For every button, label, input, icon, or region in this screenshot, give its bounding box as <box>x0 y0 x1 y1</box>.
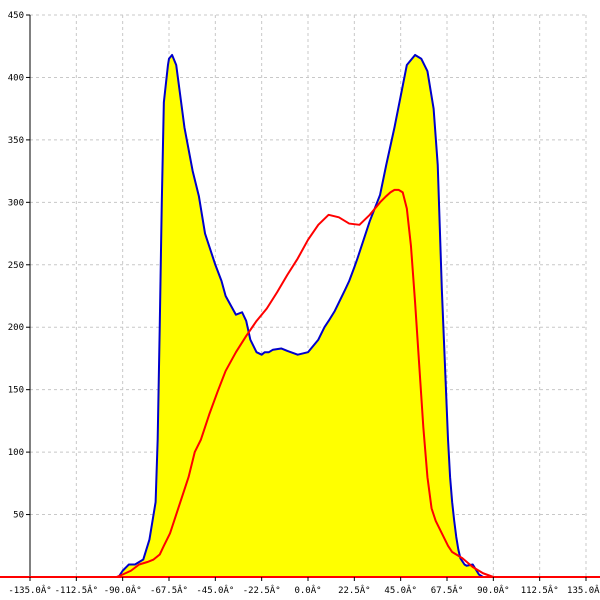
y-tick-label: 450 <box>8 11 24 21</box>
y-tick-label: 150 <box>8 386 24 396</box>
y-tick-label: 200 <box>8 323 24 333</box>
x-tick-label: 135.0Â° <box>567 584 600 596</box>
x-tick-label: -112.5Â° <box>55 584 98 596</box>
y-tick-label: 50 <box>13 511 24 521</box>
tick-marks <box>26 14 587 581</box>
x-tick-label: 112.5Â° <box>521 584 559 596</box>
x-tick-label: 0.0Â° <box>294 584 321 596</box>
y-tick-label: 300 <box>8 198 24 208</box>
series-1-line <box>30 188 586 578</box>
y-tick-label: 250 <box>8 261 24 271</box>
tick-labels: -135.0Â° -112.5Â° -90.0Â° -67.5Â° -45.0Â° -22… <box>8 11 600 596</box>
axes <box>0 15 600 578</box>
series-0-line <box>30 53 586 578</box>
x-tick-label: 67.5Â° <box>431 584 464 596</box>
x-tick-label: -22.5Â° <box>243 584 281 596</box>
y-tick-label: 100 <box>8 448 24 458</box>
x-tick-label: -135.0Â° <box>8 584 51 596</box>
x-tick-label: 22.5Â° <box>338 584 371 596</box>
series-0-area <box>30 54 586 577</box>
y-tick-label: 400 <box>8 73 24 83</box>
x-tick-label: -67.5Â° <box>150 584 188 596</box>
x-tick-label: 45.0Â° <box>384 584 417 596</box>
x-tick-label: 90.0Â° <box>477 584 510 596</box>
x-tick-label: -90.0Â° <box>104 584 142 596</box>
y-tick-label: 350 <box>8 136 24 146</box>
series-layer <box>30 53 586 578</box>
x-tick-label: -45.0Â° <box>196 584 234 596</box>
